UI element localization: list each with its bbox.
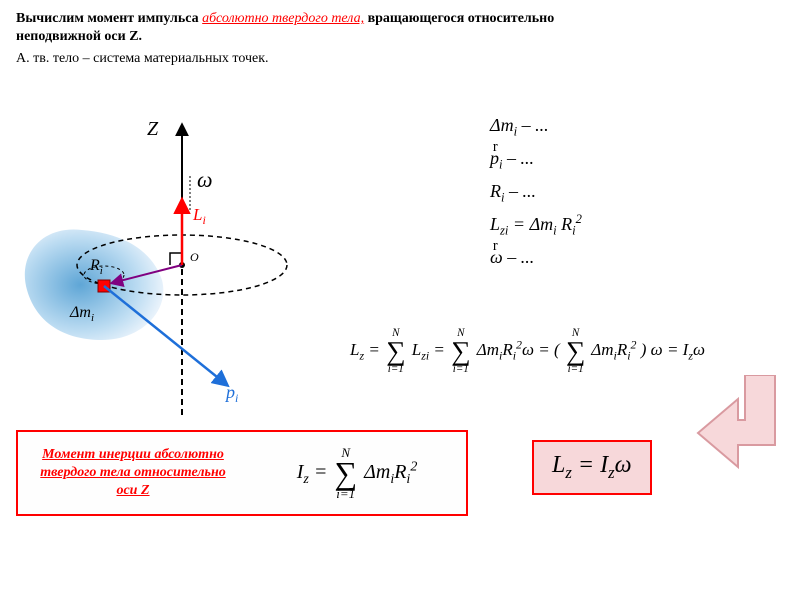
- physics-diagram: Z ω Li O Ri Δmi pi: [12, 115, 322, 415]
- sigma-result: N∑i=1: [334, 446, 357, 501]
- Li-label: Li: [192, 205, 206, 227]
- intro-suffix: вращающегося относительно: [364, 11, 554, 26]
- header-text: Вычислим момент импульса абсолютно тверд…: [16, 10, 784, 69]
- result-formula: Iz = N∑i=1 ΔmiRi2: [248, 446, 466, 501]
- moment-of-inertia-box: Момент инерции абсолютно твердого тела о…: [16, 430, 468, 516]
- sigma-1: N∑i=1: [386, 328, 405, 375]
- intro-keyword: абсолютно твердого тела,: [202, 11, 364, 26]
- intro-prefix: Вычислим момент импульса: [16, 11, 202, 26]
- definition-list: Δmi – ... pi – ... Ri – ... Lzi = Δmi Ri…: [490, 110, 582, 273]
- pi-label: pi: [224, 382, 238, 405]
- omega-label: ω: [197, 167, 213, 192]
- def-dm: Δmi – ...: [490, 110, 582, 143]
- final-equation-box: Lz = Izω: [532, 440, 652, 495]
- rigid-body-blob: [25, 229, 164, 340]
- curved-arrow-icon: [690, 375, 780, 505]
- def-Lzi: Lzi = Δmi Ri2: [490, 209, 582, 242]
- sigma-2: N∑i=1: [451, 328, 470, 375]
- header-line3: А. тв. тело – система материальных точек…: [16, 50, 784, 68]
- header-line2: неподвижной оси Z.: [16, 28, 784, 46]
- def-p: pi – ...: [490, 143, 582, 176]
- def-omega: ω – ...: [490, 242, 582, 273]
- z-label: Z: [147, 118, 159, 140]
- result-label: Момент инерции абсолютно твердого тела о…: [18, 442, 248, 505]
- sigma-3: N∑i=1: [566, 328, 585, 375]
- O-label: O: [190, 250, 199, 264]
- def-R: Ri – ...: [490, 176, 582, 209]
- main-equation: Lz = N∑i=1 Lzi = N∑i=1 ΔmiRi2ω = ( N∑i=1…: [350, 328, 705, 375]
